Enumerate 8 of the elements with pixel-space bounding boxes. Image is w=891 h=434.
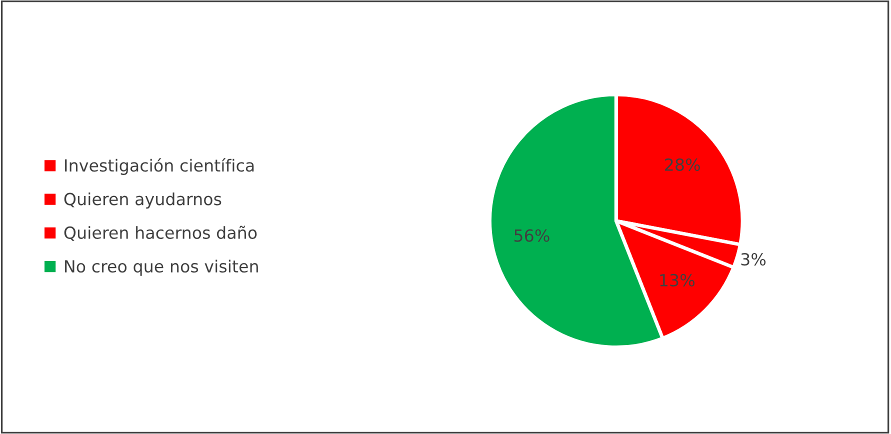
legend-label: No creo que nos visiten: [65, 260, 258, 276]
data-label: 28%: [665, 158, 700, 171]
legend-label: Quieren ayudarnos: [64, 192, 222, 209]
data-label: 3%: [741, 252, 766, 266]
legend-label: Quieren hacernos daño: [64, 226, 257, 241]
data-label: 56%: [514, 229, 550, 242]
legend-label: Investigación científica: [65, 158, 254, 175]
data-label: 13%: [660, 274, 694, 287]
